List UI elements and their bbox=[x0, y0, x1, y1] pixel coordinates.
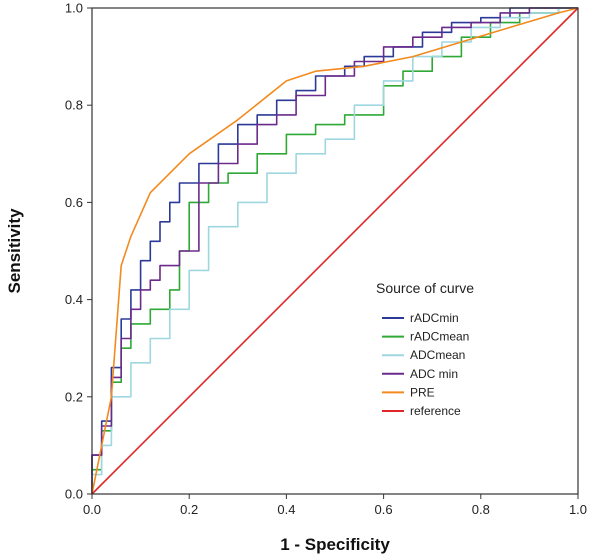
legend-title: Source of curve bbox=[376, 280, 474, 296]
x-tick-label: 0.4 bbox=[277, 502, 295, 517]
x-tick-label: 1.0 bbox=[569, 502, 587, 517]
series-line-adc-min bbox=[91, 7, 578, 494]
y-tick-label: 0.2 bbox=[65, 389, 83, 404]
legend-label-radcmin: rADCmin bbox=[410, 311, 459, 325]
legend-label-adcmean: ADCmean bbox=[410, 348, 465, 362]
legend: Source of curve rADCmin rADCmean ADCmean AD… bbox=[376, 280, 474, 418]
y-tick-label: 0.0 bbox=[65, 487, 83, 502]
y-tick-label: 0.6 bbox=[65, 195, 83, 210]
series-line-reference bbox=[91, 7, 579, 495]
x-tick-label: 0.8 bbox=[472, 502, 490, 517]
x-tick-label: 0.6 bbox=[375, 502, 393, 517]
y-axis: 0.0 0.2 0.4 0.6 0.8 1.0 bbox=[65, 1, 92, 502]
series-layer bbox=[91, 7, 579, 495]
y-tick-label: 0.8 bbox=[65, 98, 83, 113]
legend-label-adc-min: ADC min bbox=[410, 367, 458, 381]
series-line-radcmean bbox=[91, 7, 578, 494]
series-line-pre bbox=[91, 7, 579, 495]
plot-frame bbox=[91, 7, 579, 495]
legend-label-pre: PRE bbox=[410, 385, 435, 399]
series-line-adcmean bbox=[91, 7, 578, 494]
x-axis: 0.0 0.2 0.4 0.6 0.8 1.0 bbox=[83, 494, 587, 517]
y-tick-label: 1.0 bbox=[65, 1, 83, 16]
x-axis-title: 1 - Specificity bbox=[280, 535, 390, 554]
y-axis-title: Sensitivity bbox=[5, 208, 24, 294]
legend-label-radcmean: rADCmean bbox=[410, 330, 469, 344]
y-tick-label: 0.4 bbox=[65, 292, 83, 307]
x-tick-label: 0.2 bbox=[180, 502, 198, 517]
legend-label-reference: reference bbox=[410, 404, 461, 418]
x-tick-label: 0.0 bbox=[83, 502, 101, 517]
